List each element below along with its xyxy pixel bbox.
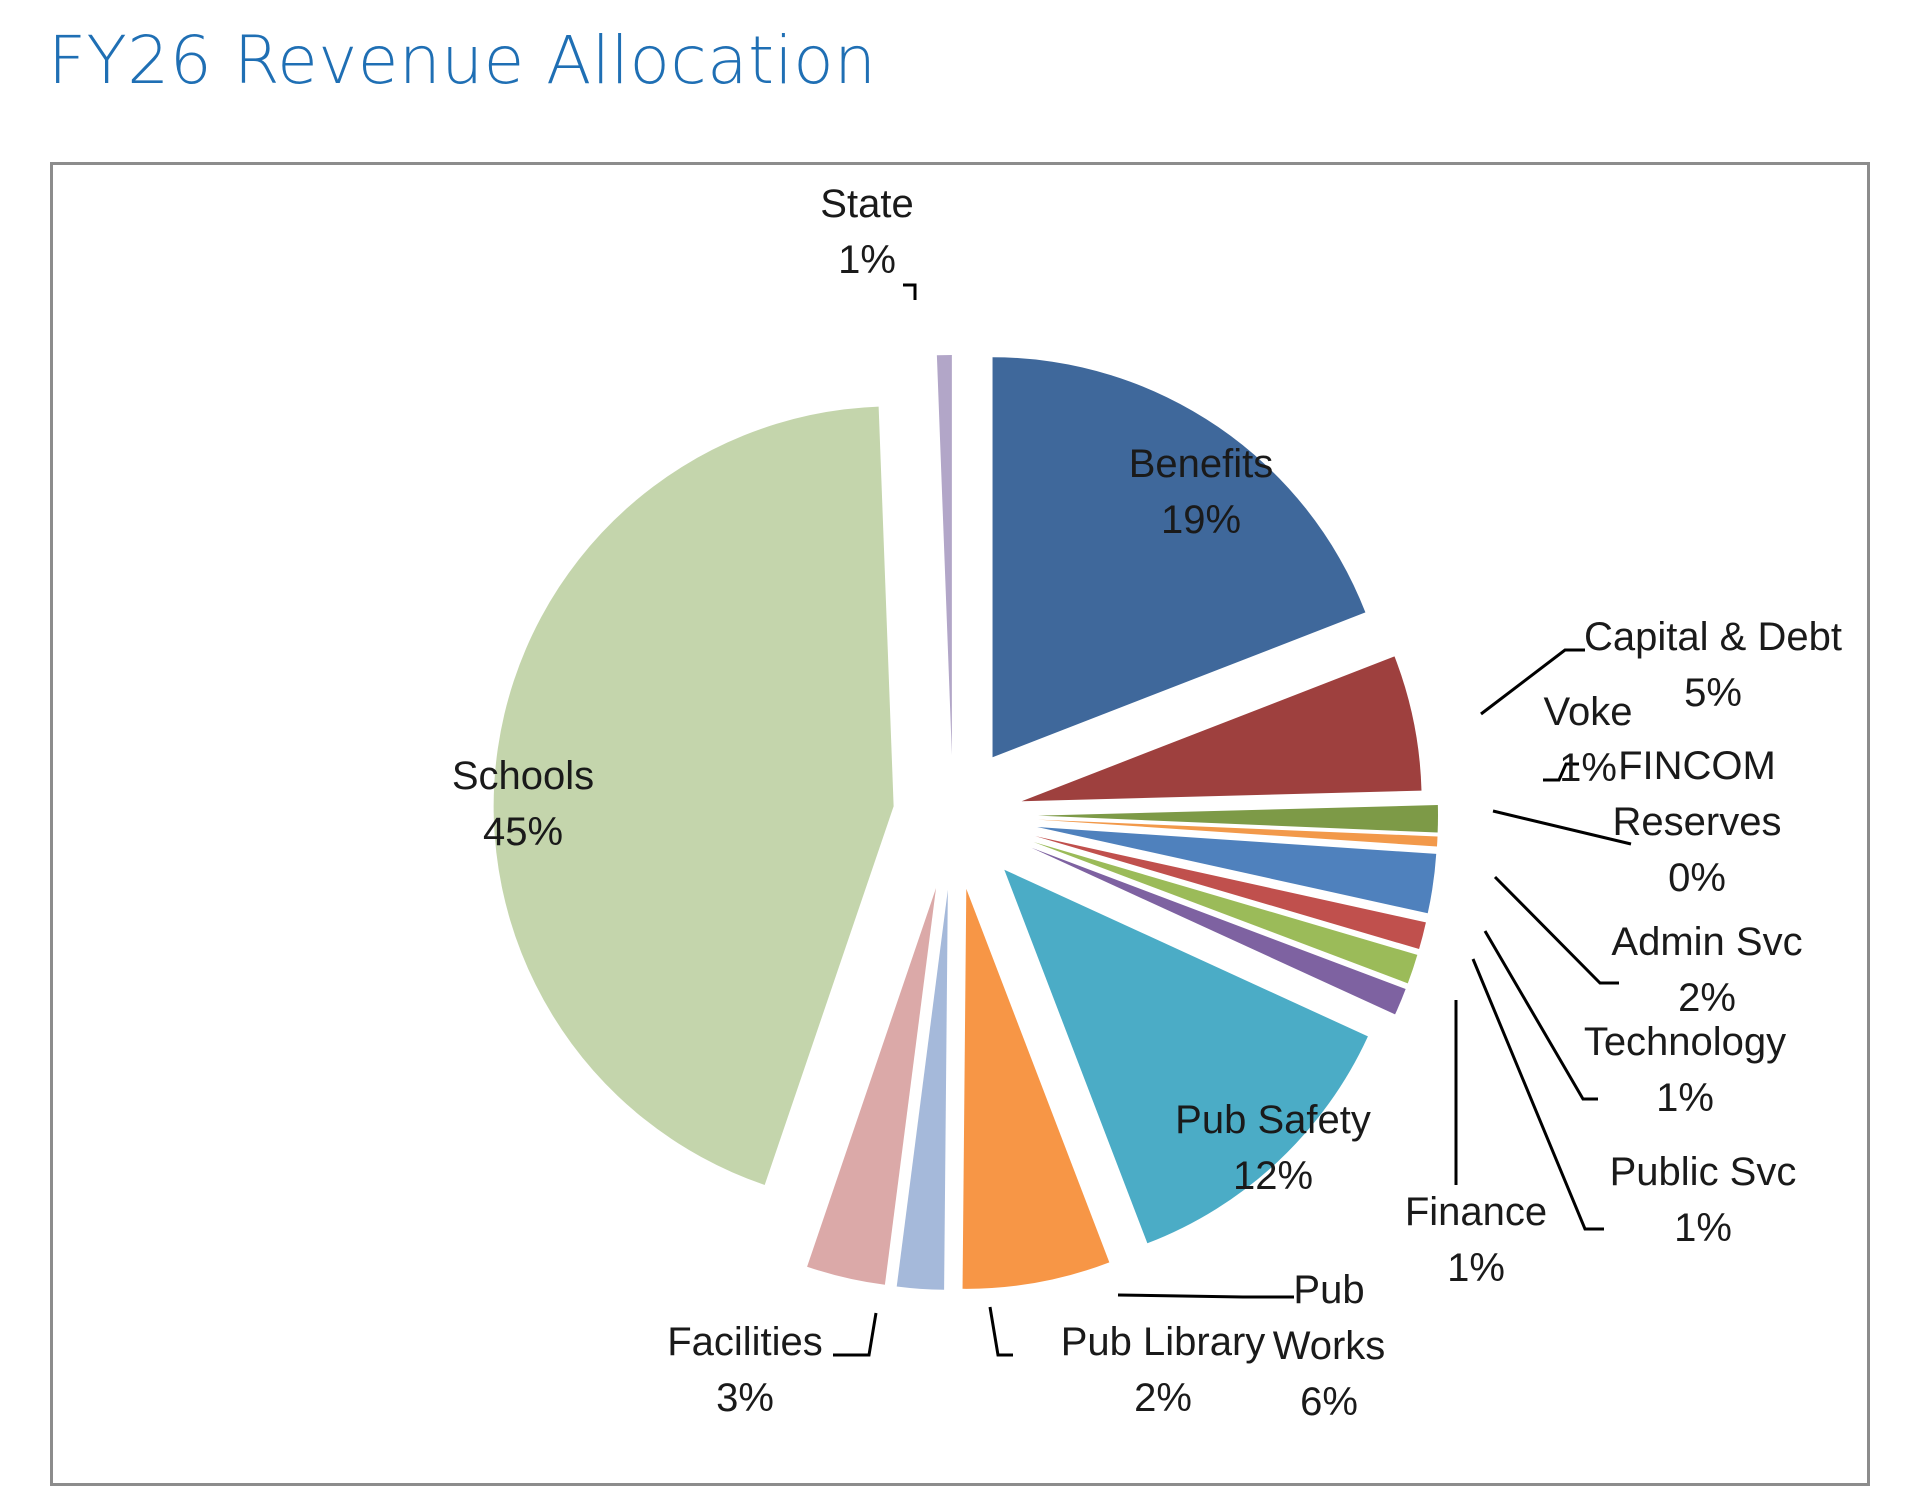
leader-line-pub-library [988,1306,1013,1357]
slice-label-fincom-reserves: FINCOM Reserves 0% [1613,744,1782,900]
slice-label-state: State 1% [820,182,913,282]
leader-line-public-svc [1471,958,1604,1231]
pie-slice-fincom-reserves [1037,819,1438,847]
pie-slices [493,355,1438,1290]
leader-line-technology [1483,930,1598,1101]
pie-slice-state [936,355,952,756]
leader-line-facilities [833,1312,878,1357]
slice-label-finance: Finance 1% [1405,1190,1547,1290]
chart-frame: Benefits 19% Capital & Debt 5% Voke 1% FINCOM R… [50,162,1870,1486]
pie-slice-pub-works [962,888,1110,1289]
pie-slice-finance [1031,847,1406,1015]
pie-slice-admin-svc [1037,827,1437,914]
pie-slice-benefits [992,357,1366,758]
leader-lines [833,283,1632,1357]
slice-labels: Benefits 19% Capital & Debt 5%Voke 1% FINCOM R… [452,182,1842,1424]
pie-slice-facilities [807,888,937,1285]
slice-label-public-svc: Public Svc 1% [1610,1150,1797,1250]
page-title: FY26 Revenue Allocation [48,22,877,99]
leader-line-voke [1543,762,1579,782]
slice-label-capital-and-debt: Capital & Debt 5% [1584,615,1842,715]
leader-line-pub-works [1117,1293,1294,1299]
pie-slice-voke [1037,805,1438,833]
slice-label-technology: Technology 1% [1584,1020,1786,1120]
pie-slice-public-svc [1033,842,1418,984]
pie-chart: Benefits 19% Capital & Debt 5%Voke 1% FINCOM R… [452,182,1842,1424]
slice-label-pub-safety: Pub Safety 12% [1175,1098,1371,1198]
leader-line-state [903,283,917,300]
slice-label-pub-works: Pub Works 6% [1273,1268,1386,1424]
slice-label-schools: Schools 45% [452,754,594,854]
slice-label-voke: Voke 1% [1544,690,1633,790]
slice-label-admin-svc: Admin Svc 2% [1611,920,1802,1020]
leader-line-admin-svc [1493,875,1619,985]
pie-slice-pub-library [896,889,948,1290]
slice-label-facilities: Facilities 3% [667,1320,823,1420]
pie-slice-technology [1035,836,1426,950]
slice-label-benefits: Benefits 19% [1129,442,1274,542]
pie-slice-schools [493,406,894,1185]
pie-slice-capital-and-debt [1021,656,1422,802]
pie-slice-pub-safety [1004,869,1368,1244]
leader-line-capital-and-debt [1480,648,1585,716]
leader-line-fincom-reserves [1492,809,1632,846]
slice-label-pub-library: Pub Library 2% [1061,1320,1266,1420]
